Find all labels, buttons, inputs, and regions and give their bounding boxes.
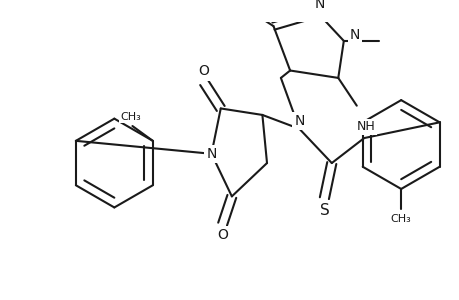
Text: O: O — [198, 64, 209, 78]
Text: S: S — [319, 203, 329, 218]
Text: CH₃: CH₃ — [120, 112, 140, 122]
Text: N: N — [206, 147, 216, 161]
Text: CH₃: CH₃ — [390, 214, 411, 224]
Text: N: N — [349, 28, 359, 42]
Text: N: N — [314, 0, 324, 11]
Text: O: O — [217, 228, 228, 242]
Text: NH: NH — [356, 121, 375, 134]
Text: N: N — [294, 114, 304, 128]
